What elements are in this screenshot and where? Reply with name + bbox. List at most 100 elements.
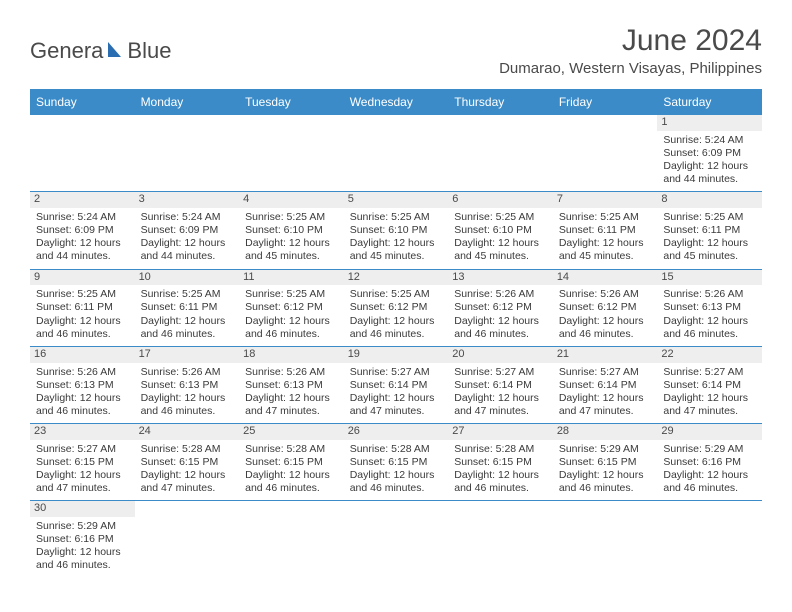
day-header: Wednesday xyxy=(344,89,449,115)
calendar-row: 30Sunrise: 5:29 AMSunset: 6:16 PMDayligh… xyxy=(30,501,762,578)
sunset-line: Sunset: 6:16 PM xyxy=(663,456,756,469)
daylight-line: Daylight: 12 hours and 45 minutes. xyxy=(559,237,652,263)
day-header: Thursday xyxy=(448,89,553,115)
sunset-line: Sunset: 6:15 PM xyxy=(559,456,652,469)
sunset-line: Sunset: 6:11 PM xyxy=(559,224,652,237)
daylight-line: Daylight: 12 hours and 45 minutes. xyxy=(454,237,547,263)
day-data: Sunrise: 5:25 AMSunset: 6:11 PMDaylight:… xyxy=(141,287,234,341)
daylight-line: Daylight: 12 hours and 46 minutes. xyxy=(36,546,129,572)
calendar-header-row: Sunday Monday Tuesday Wednesday Thursday… xyxy=(30,89,762,115)
daylight-line: Daylight: 12 hours and 46 minutes. xyxy=(559,469,652,495)
sunset-line: Sunset: 6:10 PM xyxy=(350,224,443,237)
day-header: Friday xyxy=(553,89,658,115)
day-data: Sunrise: 5:24 AMSunset: 6:09 PMDaylight:… xyxy=(36,210,129,264)
day-data: Sunrise: 5:26 AMSunset: 6:13 PMDaylight:… xyxy=(245,365,338,419)
day-number: 18 xyxy=(239,347,344,363)
daylight-line: Daylight: 12 hours and 46 minutes. xyxy=(350,315,443,341)
day-number: 12 xyxy=(344,270,449,286)
calendar-table: Sunday Monday Tuesday Wednesday Thursday… xyxy=(30,89,762,578)
sunrise-line: Sunrise: 5:27 AM xyxy=(454,366,547,379)
title-location: Dumarao, Western Visayas, Philippines xyxy=(499,60,762,77)
calendar-row: 16 Sunrise: 5:26 AMSunset: 6:13 PMDayligh… xyxy=(30,346,762,423)
day-data: Sunrise: 5:26 AMSunset: 6:13 PMDaylight:… xyxy=(141,365,234,419)
calendar-cell: 7Sunrise: 5:25 AMSunset: 6:11 PMDaylight… xyxy=(553,192,658,269)
calendar-cell: 9Sunrise: 5:25 AMSunset: 6:11 PMDaylight… xyxy=(30,269,135,346)
day-number: 29 xyxy=(657,424,762,440)
day-number: 17 xyxy=(135,347,240,363)
daylight-line: Daylight: 12 hours and 44 minutes. xyxy=(36,237,129,263)
daylight-line: Daylight: 12 hours and 45 minutes. xyxy=(663,237,756,263)
calendar-cell: 15Sunrise: 5:26 AMSunset: 6:13 PMDayligh… xyxy=(657,269,762,346)
sunset-line: Sunset: 6:09 PM xyxy=(663,147,756,160)
daylight-line: Daylight: 12 hours and 45 minutes. xyxy=(350,237,443,263)
day-header: Sunday xyxy=(30,89,135,115)
daylight-line: Daylight: 12 hours and 46 minutes. xyxy=(663,469,756,495)
day-number: 22 xyxy=(657,347,762,363)
sunset-line: Sunset: 6:15 PM xyxy=(141,456,234,469)
calendar-cell xyxy=(553,501,658,578)
day-number: 16 xyxy=(30,347,135,363)
day-data: Sunrise: 5:27 AMSunset: 6:14 PMDaylight:… xyxy=(663,365,756,419)
day-number: 8 xyxy=(657,192,762,208)
title-month: June 2024 xyxy=(499,24,762,58)
calendar-cell xyxy=(344,501,449,578)
day-data: Sunrise: 5:25 AMSunset: 6:10 PMDaylight:… xyxy=(454,210,547,264)
day-header: Monday xyxy=(135,89,240,115)
logo-text-1: Genera xyxy=(30,38,103,64)
sunrise-line: Sunrise: 5:28 AM xyxy=(141,443,234,456)
day-number: 6 xyxy=(448,192,553,208)
sunset-line: Sunset: 6:10 PM xyxy=(245,224,338,237)
day-data: Sunrise: 5:25 AMSunset: 6:12 PMDaylight:… xyxy=(350,287,443,341)
header: Genera Blue June 2024 Dumarao, Western V… xyxy=(30,24,762,77)
calendar-cell: 1Sunrise: 5:24 AMSunset: 6:09 PMDaylight… xyxy=(657,115,762,192)
day-data: Sunrise: 5:25 AMSunset: 6:11 PMDaylight:… xyxy=(36,287,129,341)
day-number: 28 xyxy=(553,424,658,440)
day-header: Tuesday xyxy=(239,89,344,115)
sunrise-line: Sunrise: 5:25 AM xyxy=(245,211,338,224)
sunset-line: Sunset: 6:15 PM xyxy=(245,456,338,469)
sunrise-line: Sunrise: 5:29 AM xyxy=(36,520,129,533)
sunrise-line: Sunrise: 5:29 AM xyxy=(663,443,756,456)
calendar-cell xyxy=(239,115,344,192)
calendar-cell: 26Sunrise: 5:28 AMSunset: 6:15 PMDayligh… xyxy=(344,424,449,501)
day-data: Sunrise: 5:28 AMSunset: 6:15 PMDaylight:… xyxy=(454,442,547,496)
calendar-cell: 13Sunrise: 5:26 AMSunset: 6:12 PMDayligh… xyxy=(448,269,553,346)
sunrise-line: Sunrise: 5:26 AM xyxy=(245,366,338,379)
calendar-cell: 29 Sunrise: 5:29 AMSunset: 6:16 PMDayligh… xyxy=(657,424,762,501)
calendar-cell xyxy=(553,115,658,192)
day-data: Sunrise: 5:25 AMSunset: 6:11 PMDaylight:… xyxy=(663,210,756,264)
sunrise-line: Sunrise: 5:25 AM xyxy=(350,211,443,224)
sunrise-line: Sunrise: 5:26 AM xyxy=(454,288,547,301)
day-data: Sunrise: 5:25 AMSunset: 6:12 PMDaylight:… xyxy=(245,287,338,341)
day-data: Sunrise: 5:28 AMSunset: 6:15 PMDaylight:… xyxy=(245,442,338,496)
sunset-line: Sunset: 6:10 PM xyxy=(454,224,547,237)
day-data: Sunrise: 5:29 AMSunset: 6:15 PMDaylight:… xyxy=(559,442,652,496)
day-number: 7 xyxy=(553,192,658,208)
sunset-line: Sunset: 6:09 PM xyxy=(141,224,234,237)
day-number: 11 xyxy=(239,270,344,286)
sunrise-line: Sunrise: 5:26 AM xyxy=(36,366,129,379)
day-number: 4 xyxy=(239,192,344,208)
calendar-cell: 6 Sunrise: 5:25 AMSunset: 6:10 PMDaylight… xyxy=(448,192,553,269)
sunset-line: Sunset: 6:09 PM xyxy=(36,224,129,237)
day-number: 3 xyxy=(135,192,240,208)
daylight-line: Daylight: 12 hours and 45 minutes. xyxy=(245,237,338,263)
sunrise-line: Sunrise: 5:26 AM xyxy=(663,288,756,301)
calendar-cell xyxy=(135,501,240,578)
calendar-row: 2Sunrise: 5:24 AMSunset: 6:09 PMDaylight… xyxy=(30,192,762,269)
calendar-cell: 17 Sunrise: 5:26 AMSunset: 6:13 PMDayligh… xyxy=(135,346,240,423)
calendar-body: 1Sunrise: 5:24 AMSunset: 6:09 PMDaylight… xyxy=(30,115,762,578)
daylight-line: Daylight: 12 hours and 47 minutes. xyxy=(141,469,234,495)
title-block: June 2024 Dumarao, Western Visayas, Phil… xyxy=(499,24,762,77)
daylight-line: Daylight: 12 hours and 46 minutes. xyxy=(36,315,129,341)
sunset-line: Sunset: 6:14 PM xyxy=(350,379,443,392)
sunrise-line: Sunrise: 5:27 AM xyxy=(350,366,443,379)
sunrise-line: Sunrise: 5:27 AM xyxy=(36,443,129,456)
daylight-line: Daylight: 12 hours and 46 minutes. xyxy=(663,315,756,341)
day-number: 25 xyxy=(239,424,344,440)
daylight-line: Daylight: 12 hours and 46 minutes. xyxy=(559,315,652,341)
sunset-line: Sunset: 6:14 PM xyxy=(559,379,652,392)
day-number: 15 xyxy=(657,270,762,286)
day-number: 14 xyxy=(553,270,658,286)
calendar-cell: 22 Sunrise: 5:27 AMSunset: 6:14 PMDayligh… xyxy=(657,346,762,423)
